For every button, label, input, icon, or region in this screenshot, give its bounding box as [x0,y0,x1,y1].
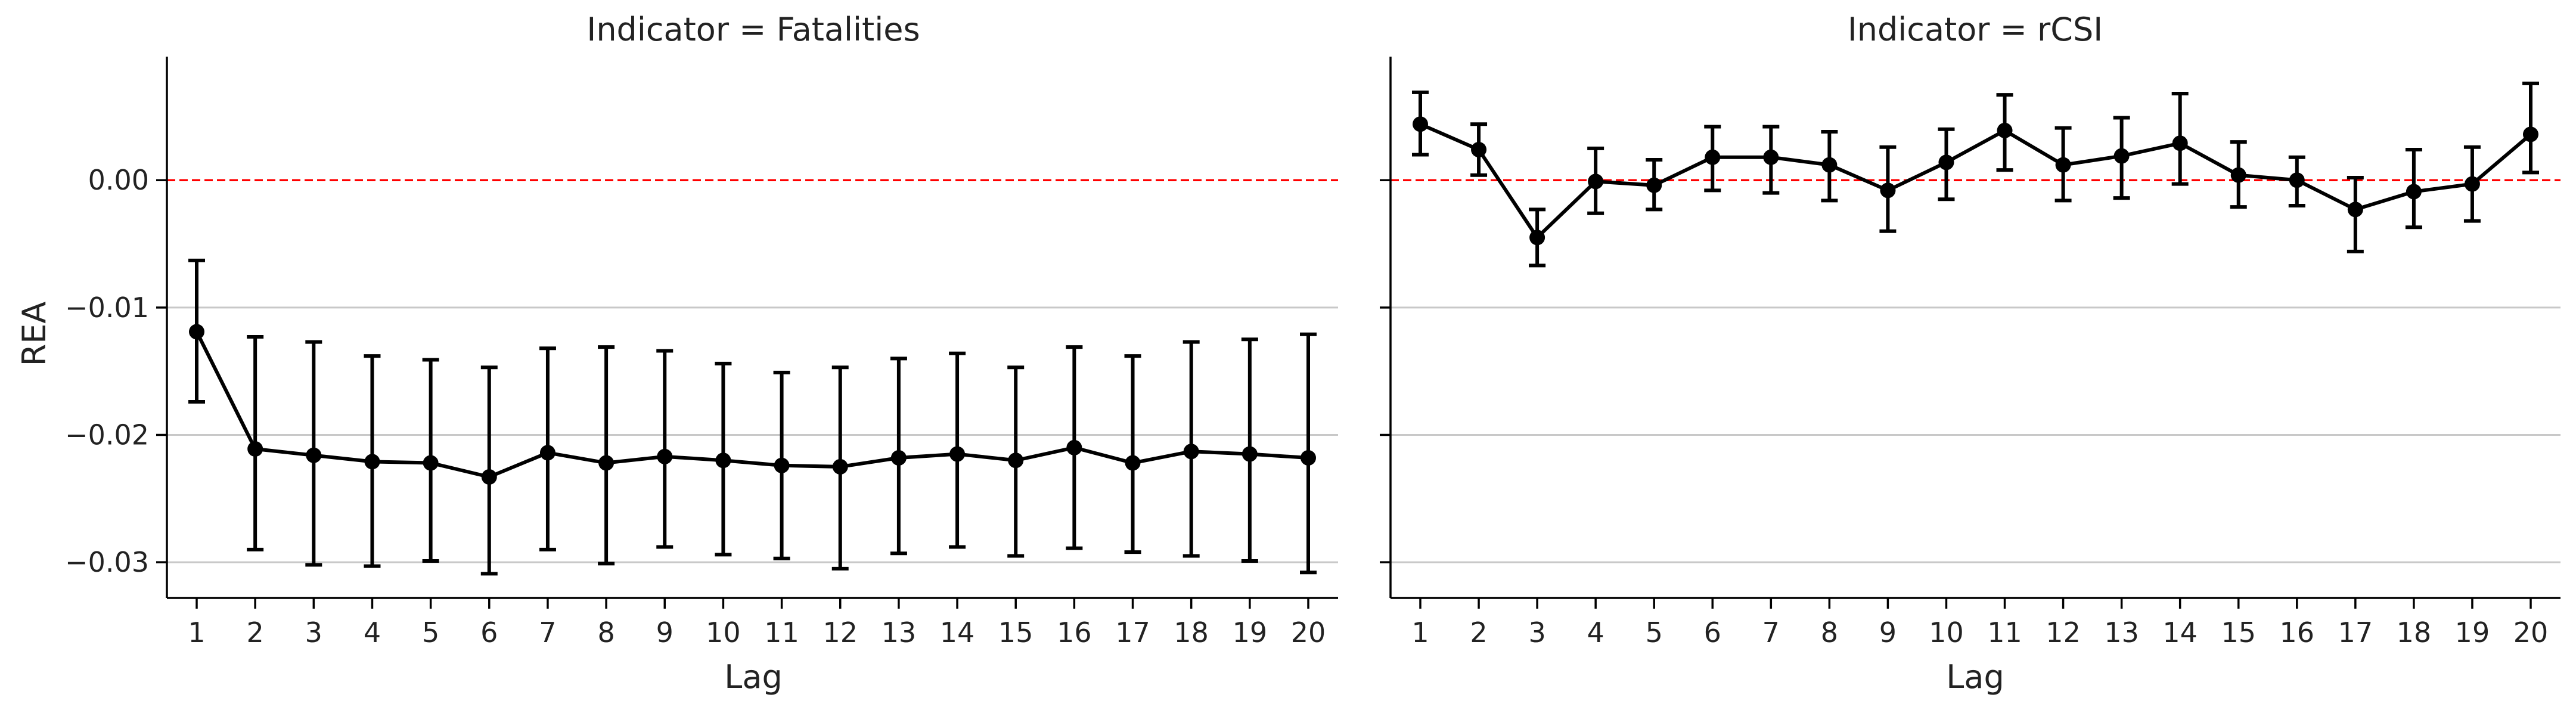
data-point [2172,135,2188,151]
x-tick-label: 2 [1470,616,1487,649]
data-point [2113,148,2130,164]
data-point [1066,439,1082,455]
x-tick-label: 4 [364,616,381,649]
data-point [1997,122,2013,138]
data-point [1125,455,1141,471]
panel-fatalities: Indicator = Fatalities Lag −0.03 −0.02 −0.… [65,11,1338,696]
y-axis-label: REA [15,302,53,367]
x-tick-label: 8 [1821,616,1838,649]
x-tick-label: 18 [2397,616,2432,649]
x-axis-label: Lag [724,658,782,696]
x-tick-label: 16 [2280,616,2315,649]
data-point [832,458,848,475]
series-line [1419,122,2532,241]
data-point [1471,141,1487,157]
data-point [1183,444,1199,460]
x-tick-label: 17 [1115,616,1150,649]
x-tick-label: 6 [1704,616,1721,649]
x-tick-label: 11 [1987,616,2022,649]
x-tick-label: 15 [998,616,1033,649]
panel-rcsi: Indicator = rCSI Lag 1 2 3 4 5 6 7 8 9 10 11 12 13 14… [1380,11,2561,696]
x-tick-label: 9 [1879,616,1897,649]
data-point [2406,184,2422,200]
x-tick-label: 12 [2046,616,2081,649]
x-tick-label: 13 [882,616,917,649]
data-point [1008,452,1024,469]
data-point [1763,149,1779,165]
x-tick-label: 1 [1411,616,1429,649]
y-tick-label: −0.03 [65,546,149,578]
data-point [423,455,439,471]
data-point [306,447,322,463]
data-point [247,441,263,457]
data-point [1242,446,1258,462]
x-tick-label: 1 [188,616,205,649]
x-tick-label: 9 [656,616,674,649]
data-point [2523,126,2538,142]
data-point [657,448,673,464]
x-tick-label: 10 [1929,616,1964,649]
data-point [1938,154,1954,170]
data-point [481,469,497,485]
data-point [1413,116,1428,132]
x-tick-label: 6 [480,616,498,649]
x-tick-label: 3 [1528,616,1545,649]
data-point [364,454,380,470]
data-point [598,455,614,471]
x-tick-label: 4 [1587,616,1604,649]
x-axis-label: Lag [1946,658,2004,696]
data-point [2347,202,2363,218]
data-point [949,446,966,462]
data-point [1646,177,1662,193]
x-tick-label: 14 [2162,616,2198,649]
data-point [715,452,731,469]
data-point [774,457,790,473]
series-line [195,331,1309,479]
data-point [1529,230,1545,246]
y-tick-label: 0.00 [88,164,149,196]
data-point [1588,173,1604,190]
y-tick-label: −0.01 [65,292,149,324]
data-point [2464,176,2480,192]
data-point [2055,157,2071,173]
x-tick-label: 20 [1291,616,1326,649]
x-tick-label: 12 [823,616,858,649]
x-tick-label: 10 [706,616,741,649]
x-tick-label: 13 [2104,616,2139,649]
x-tick-label: 14 [940,616,975,649]
x-tick-label: 8 [597,616,614,649]
data-point [890,450,907,466]
data-point [2230,167,2246,183]
x-tick-label: 17 [2338,616,2373,649]
x-tick-label: 15 [2221,616,2256,649]
x-tick-label: 19 [1233,616,1268,649]
data-point [539,445,555,461]
panel-title: Indicator = Fatalities [586,11,920,48]
data-point [2289,172,2305,188]
x-tick-label: 11 [764,616,799,649]
data-point [1821,157,1838,173]
x-tick-label: 2 [247,616,264,649]
x-tick-label: 16 [1057,616,1092,649]
x-tick-label: 18 [1174,616,1209,649]
x-tick-label: 7 [1762,616,1780,649]
data-point [189,324,204,340]
x-tick-label: 7 [539,616,556,649]
x-tick-label: 20 [2513,616,2549,649]
x-tick-label: 19 [2455,616,2490,649]
y-tick-label: −0.02 [65,419,149,451]
data-point [1705,149,1721,165]
panel-title: Indicator = rCSI [1848,11,2103,48]
x-tick-label: 3 [305,616,322,649]
x-tick-label: 5 [422,616,439,649]
x-tick-label: 5 [1646,616,1663,649]
data-point [1880,182,1896,199]
data-point [1301,450,1316,466]
